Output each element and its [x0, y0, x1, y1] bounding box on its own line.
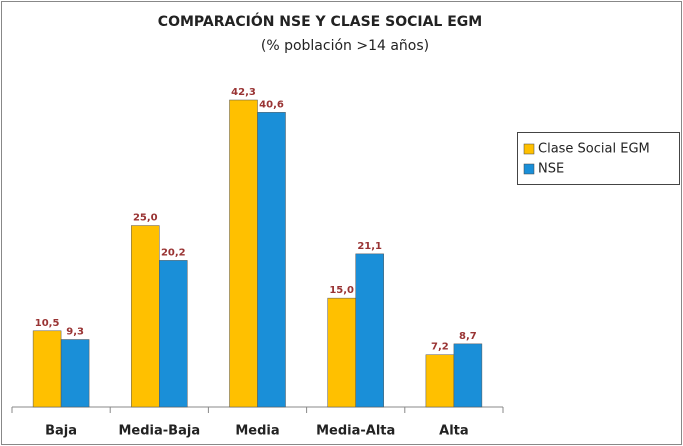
data-label: 42,3: [231, 87, 256, 98]
legend-swatch: [523, 143, 535, 155]
x-tick-label: Media: [235, 424, 279, 439]
x-tick-label: Media-Alta: [316, 424, 395, 439]
data-label: 20,2: [161, 247, 186, 258]
bar: [229, 99, 258, 408]
data-label: 21,1: [357, 241, 382, 252]
legend-label: Clase Social EGM: [538, 142, 650, 157]
bar: [131, 225, 160, 408]
bar: [425, 354, 455, 408]
data-label: 15,0: [329, 285, 354, 296]
data-label: 7,2: [431, 342, 449, 353]
bar: [327, 297, 356, 408]
data-label: 9,3: [66, 327, 84, 338]
bar: [32, 330, 62, 408]
x-tick-label: Baja: [45, 424, 77, 439]
chart-title: COMPARACIÓN NSE Y CLASE SOCIAL EGM: [158, 12, 482, 30]
x-tick-label: Media-Baja: [119, 424, 201, 439]
x-tick-label: Alta: [439, 424, 469, 439]
data-label: 25,0: [133, 213, 158, 224]
legend-swatch: [523, 163, 535, 175]
bar: [159, 260, 188, 408]
data-label: 40,6: [259, 99, 284, 110]
bar: [453, 343, 483, 408]
data-label: 10,5: [35, 318, 60, 329]
data-label: 8,7: [459, 331, 477, 342]
bar: [355, 253, 384, 408]
legend-label: NSE: [538, 162, 564, 177]
bar: [60, 339, 90, 408]
chart-subtitle: (% población >14 años): [261, 38, 429, 54]
bar: [257, 112, 286, 408]
legend-box: [517, 132, 680, 185]
